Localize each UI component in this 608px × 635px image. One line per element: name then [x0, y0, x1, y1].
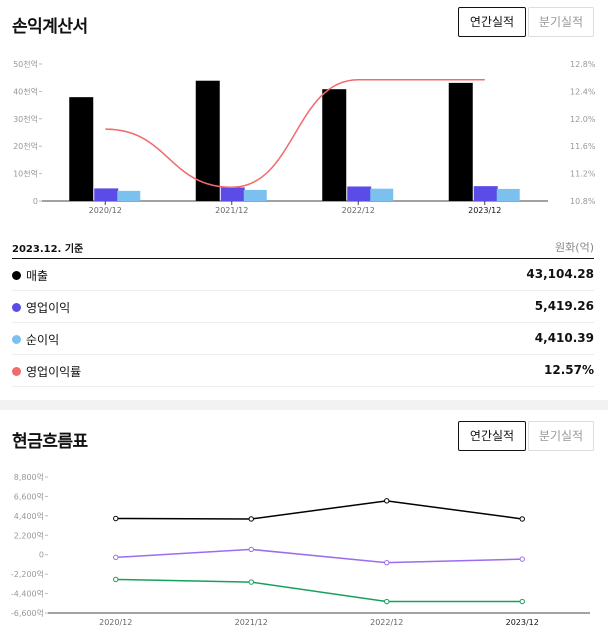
series-line — [115, 578, 523, 603]
bar — [117, 190, 141, 201]
operating-margin-dot-icon — [12, 367, 21, 376]
series-point — [113, 515, 119, 522]
series-point — [519, 598, 525, 605]
operating-margin-line — [105, 79, 485, 189]
y-tick-label: 30천억 — [13, 114, 38, 124]
bar — [94, 188, 119, 201]
y2-tick-label: 11.6% — [570, 142, 596, 151]
row-value: 4,410.39 — [534, 331, 594, 345]
revenue-dot-icon — [12, 271, 21, 280]
tab-quarterly[interactable]: 분기실적 — [528, 7, 594, 37]
row-value: 12.57% — [544, 363, 594, 377]
x-tick-label: 2020/12 — [89, 206, 122, 215]
y2-tick-label: 10.8% — [570, 197, 596, 206]
x-tick-label: 2022/12 — [342, 206, 375, 215]
cash-flow-title: 현금흐름표 — [12, 432, 88, 452]
series-line — [115, 548, 523, 564]
series-point — [248, 546, 254, 553]
bar — [243, 189, 267, 201]
y2-tick-label: 12.0% — [570, 115, 596, 124]
y2-tick-label: 12.4% — [570, 87, 596, 96]
bar — [370, 188, 394, 201]
bar — [473, 186, 498, 201]
y-tick-label: 8,800억 — [14, 472, 44, 482]
bar — [448, 82, 473, 201]
tab-annual[interactable]: 연간실적 — [458, 7, 526, 37]
bar — [195, 80, 220, 201]
series-point — [519, 556, 525, 562]
row-label: 순이익 — [26, 333, 60, 347]
row-label: 영업이익률 — [26, 365, 82, 379]
y-tick-label: 0 — [39, 551, 44, 560]
series-point — [519, 516, 525, 522]
table-row-operating-margin: 영업이익률 12.57% — [12, 355, 594, 387]
y-tick-label: 4,400억 — [14, 511, 44, 521]
operating-income-dot-icon — [12, 303, 21, 312]
income-chart: 0 10천억 20천억 30천억 40천억 50천억 10.8% 11.2% 11.6% 12.0… — [13, 59, 596, 215]
tab-quarterly[interactable]: 분기실적 — [528, 421, 594, 451]
table-row-operating-income: 영업이익 5,419.26 — [12, 291, 594, 323]
tab-annual[interactable]: 연간실적 — [458, 421, 526, 451]
series-point — [384, 598, 390, 605]
y-tick-label: 20천억 — [13, 141, 38, 151]
y-tick-label: -4,400억 — [11, 589, 44, 599]
bar — [69, 97, 94, 201]
y-tick-label: -6,600억 — [11, 608, 44, 618]
y-tick-label: 6,600억 — [14, 491, 44, 501]
bar — [496, 188, 520, 201]
income-statement-title: 손익계산서 — [12, 17, 88, 37]
net-income-dot-icon — [12, 335, 21, 344]
x-tick-label: 2020/12 — [99, 618, 132, 627]
x-tick-label: 2023/12 — [506, 618, 539, 627]
series-point — [384, 498, 390, 504]
series-point — [384, 559, 390, 566]
y-tick-label: 40천억 — [13, 86, 38, 96]
cash-flow-section: 현금흐름표 연간실적 분기실적 8,800억 6,600억 4,400억 2,200억… — [0, 410, 608, 635]
basis-date: 2023.12. 기준 — [12, 244, 84, 255]
y-tick-label: 50천억 — [13, 59, 38, 69]
x-tick-label: 2021/12 — [215, 206, 248, 215]
x-tick-label: 2023/12 — [468, 206, 501, 215]
series-point — [248, 579, 254, 585]
series-point — [113, 554, 119, 561]
table-rule — [12, 258, 594, 259]
bar — [322, 89, 347, 201]
y2-tick-label: 11.2% — [570, 170, 596, 179]
row-label: 영업이익 — [26, 301, 71, 315]
bar — [220, 187, 245, 201]
table-row-revenue: 매출 43,104.28 — [12, 259, 594, 291]
income-statement-section: 손익계산서 연간실적 분기실적 0 10천억 20천억 30천억 40천억 50천억 10.… — [12, 7, 596, 387]
x-tick-label: 2022/12 — [370, 618, 403, 627]
series-point — [248, 516, 254, 522]
x-tick-label: 2021/12 — [235, 618, 268, 627]
series-line — [115, 500, 523, 520]
bar — [347, 186, 372, 201]
y2-tick-label: 12.8% — [570, 60, 596, 69]
series-point — [113, 576, 119, 583]
row-label: 매출 — [26, 269, 49, 283]
row-value: 5,419.26 — [534, 299, 594, 313]
row-value: 43,104.28 — [526, 267, 594, 281]
table-row-net-income: 순이익 4,410.39 — [12, 323, 594, 355]
y-tick-label: 0 — [33, 197, 38, 206]
y-tick-label: 10천억 — [13, 169, 38, 179]
cash-flow-chart: 8,800억 6,600억 4,400억 2,200억 0 -2,200억 -4,400억 -… — [11, 472, 590, 627]
unit-label: 원화(억) — [555, 241, 594, 254]
y-tick-label: -2,200억 — [11, 569, 44, 579]
table-meta: 2023.12. 기준 원화(억) — [12, 238, 594, 258]
section-divider — [0, 400, 608, 410]
y-tick-label: 2,200억 — [14, 530, 44, 540]
